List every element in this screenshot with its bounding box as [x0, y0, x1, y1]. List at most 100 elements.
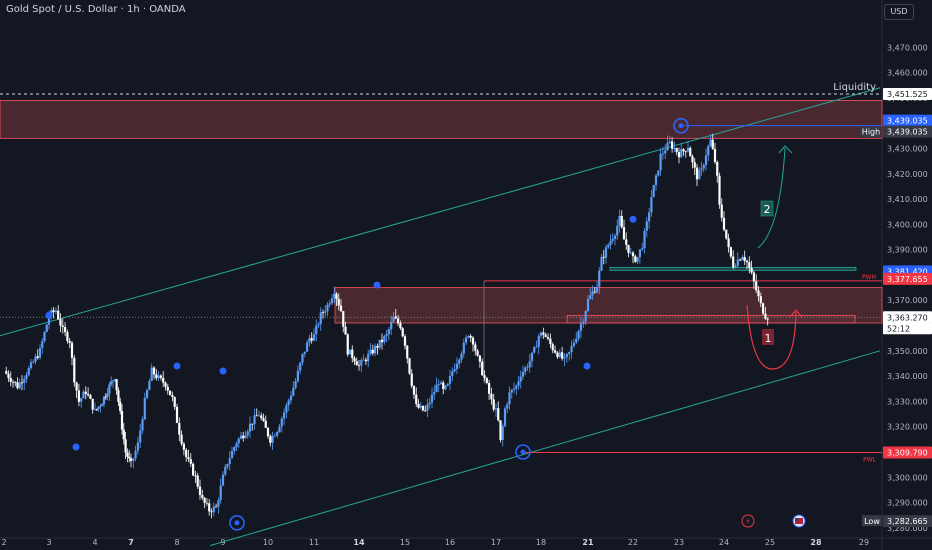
high-tag-bg	[860, 126, 882, 138]
pwh-price-tag: 3,381.420	[887, 267, 928, 276]
candle-body	[444, 385, 447, 390]
countdown-tag: 52:12	[887, 324, 910, 333]
candles-group	[5, 133, 769, 519]
candle-body	[321, 312, 325, 314]
pwl-price-tag: 3,309.790	[887, 449, 928, 458]
candle-body	[139, 430, 142, 443]
candle-body	[378, 339, 381, 348]
candle-body	[392, 316, 395, 322]
candle-body	[743, 257, 746, 261]
candle-body	[75, 382, 78, 391]
current-price-tag: 3,363.270	[887, 313, 928, 322]
candle-body	[755, 281, 758, 291]
candle-body	[23, 378, 26, 383]
candle-body	[253, 415, 256, 425]
candle-body	[704, 155, 708, 166]
candle-body	[198, 486, 202, 496]
candle-body	[294, 381, 297, 388]
candle-body	[584, 310, 587, 322]
candle-body	[169, 390, 172, 396]
candle-body	[551, 344, 554, 351]
candle-body	[627, 244, 630, 253]
y-tick-label: 3,300.000	[887, 473, 928, 482]
low-price-tag-bg	[883, 515, 932, 528]
candle-body	[586, 299, 590, 311]
candle-body	[736, 259, 739, 266]
candle-body	[344, 326, 347, 335]
y-tick-label: 3,350.000	[887, 347, 928, 356]
candle-body	[43, 331, 46, 342]
candle-body	[360, 360, 363, 366]
candle-body	[219, 485, 222, 501]
y-tick-label: 3,330.000	[887, 397, 928, 406]
candle-body	[720, 204, 723, 218]
lower-channel-line	[209, 350, 881, 547]
scenario-2-path	[757, 147, 786, 249]
candle-body	[210, 511, 213, 513]
x-tick-label: 25	[765, 538, 775, 547]
candle-body	[657, 170, 660, 176]
candle-body	[490, 393, 493, 400]
swing-point-ring	[515, 444, 531, 460]
y-tick-label: 3,320.000	[887, 423, 928, 432]
candle-body	[306, 342, 309, 352]
candle-body	[89, 395, 92, 399]
candle-body	[87, 393, 90, 396]
y-tick-label: 3,290.000	[887, 499, 928, 508]
candle-body	[469, 335, 472, 338]
candle-body	[611, 238, 614, 241]
y-tick-label: 3,420.000	[887, 170, 928, 179]
high-level-tag-bg	[883, 125, 932, 138]
candle-body	[713, 148, 717, 163]
x-tick-label: 18	[536, 538, 546, 547]
candle-body	[595, 286, 599, 293]
candle-body	[335, 293, 338, 299]
y-tick-label: 3,340.000	[887, 372, 928, 381]
candle-body	[762, 303, 765, 314]
candle-body	[212, 506, 215, 513]
candle-body	[530, 352, 534, 362]
candle-body	[82, 391, 85, 399]
candle-body	[276, 431, 279, 436]
swing-point-ring-dot	[234, 520, 240, 526]
x-tick-label: 2	[1, 538, 6, 547]
pwh-text: PWH	[862, 274, 876, 281]
candle-body	[448, 376, 452, 384]
candle-body	[292, 387, 295, 396]
candle-body	[289, 395, 293, 401]
candle-body	[80, 398, 83, 402]
currency-button[interactable]: USD	[884, 4, 914, 20]
candle-body	[579, 323, 583, 331]
y-tick-label: 3,430.000	[887, 144, 928, 153]
candle-body	[310, 338, 313, 341]
candle-body	[419, 405, 422, 408]
candle-body	[446, 383, 449, 386]
x-tick-label: 23	[674, 538, 684, 547]
candle-body	[759, 296, 762, 304]
candle-body	[729, 247, 732, 257]
candle-body	[499, 420, 502, 440]
candle-body	[426, 404, 429, 411]
candle-body	[568, 352, 571, 354]
candle-body	[357, 365, 361, 367]
lightning-glyph: ⚡	[745, 517, 751, 526]
candle-body	[99, 405, 102, 407]
y-tick-label: 3,400.000	[887, 220, 928, 229]
candle-body	[483, 375, 486, 379]
candle-body	[113, 379, 116, 381]
candle-body	[296, 370, 299, 382]
candle-body	[686, 147, 690, 152]
demand-zone	[566, 315, 856, 324]
candle-body	[312, 334, 316, 341]
candle-body	[54, 310, 57, 313]
candle-body	[244, 435, 247, 439]
candle-body	[9, 378, 12, 382]
x-tick-label: 4	[92, 538, 97, 547]
candle-body	[556, 352, 559, 357]
candle-body	[324, 311, 327, 313]
candle-body	[59, 319, 62, 326]
candle-body	[25, 375, 28, 379]
x-tick-label: 17	[491, 538, 501, 547]
liquidity-price-tag-bg	[883, 88, 932, 101]
